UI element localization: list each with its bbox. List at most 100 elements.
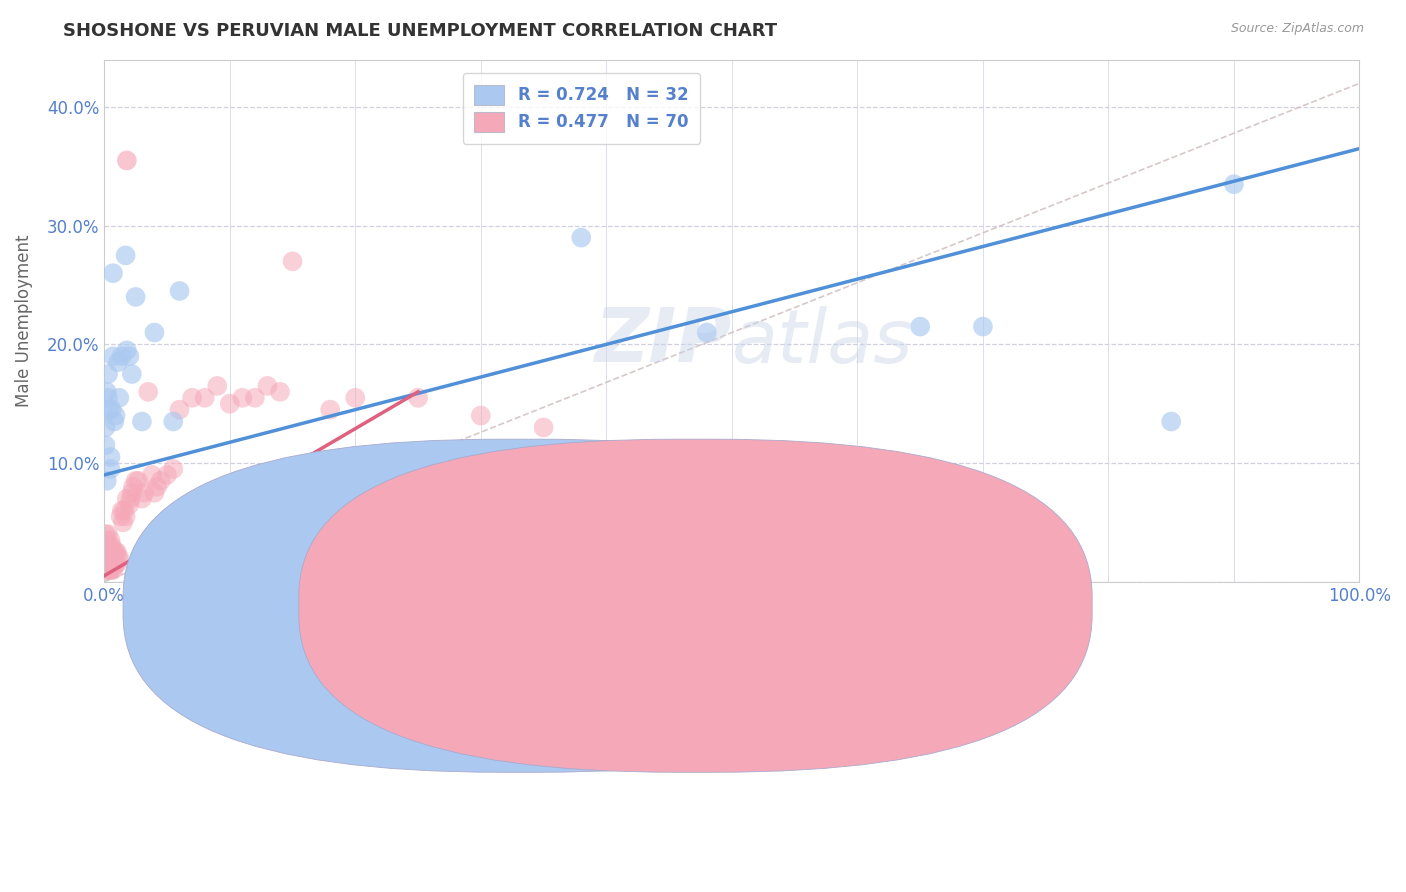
Point bbox=[181, 391, 204, 405]
Point bbox=[112, 503, 135, 517]
Point bbox=[120, 491, 142, 506]
Point bbox=[143, 485, 166, 500]
Point bbox=[121, 485, 143, 500]
Point bbox=[103, 545, 125, 559]
Y-axis label: Male Unemployment: Male Unemployment bbox=[15, 235, 32, 407]
Point bbox=[100, 563, 122, 577]
Point bbox=[97, 551, 120, 566]
Point bbox=[104, 409, 127, 423]
Point bbox=[111, 349, 134, 363]
Point bbox=[100, 557, 122, 571]
Text: Peruvians: Peruvians bbox=[720, 618, 794, 633]
Point bbox=[97, 563, 120, 577]
Point bbox=[97, 367, 120, 381]
Point bbox=[103, 415, 125, 429]
Point bbox=[100, 450, 122, 464]
Text: Source: ZipAtlas.com: Source: ZipAtlas.com bbox=[1230, 22, 1364, 36]
Point bbox=[118, 498, 141, 512]
Point bbox=[107, 355, 129, 369]
Point bbox=[115, 153, 138, 168]
Point bbox=[110, 509, 132, 524]
Point bbox=[101, 539, 124, 553]
Point bbox=[105, 545, 128, 559]
Point bbox=[101, 402, 124, 417]
Point bbox=[124, 474, 146, 488]
FancyBboxPatch shape bbox=[124, 439, 917, 772]
Point bbox=[169, 284, 191, 298]
Point bbox=[94, 438, 117, 452]
Point bbox=[98, 563, 121, 577]
Point bbox=[101, 266, 124, 280]
Point bbox=[108, 551, 131, 566]
Point bbox=[112, 516, 135, 530]
Point bbox=[94, 563, 117, 577]
FancyBboxPatch shape bbox=[299, 439, 1092, 772]
Point bbox=[243, 391, 266, 405]
Point bbox=[104, 557, 127, 571]
Point bbox=[1223, 177, 1246, 191]
Point bbox=[194, 391, 217, 405]
Point bbox=[319, 402, 342, 417]
Point bbox=[101, 563, 124, 577]
Point bbox=[146, 480, 169, 494]
Point bbox=[269, 384, 291, 399]
Point bbox=[96, 557, 118, 571]
Point bbox=[100, 533, 122, 548]
Point bbox=[256, 379, 278, 393]
Point bbox=[98, 539, 121, 553]
Point bbox=[162, 415, 184, 429]
Point bbox=[101, 551, 124, 566]
Point bbox=[131, 415, 153, 429]
Point bbox=[231, 391, 253, 405]
Point bbox=[114, 248, 136, 262]
Point bbox=[124, 290, 146, 304]
Point bbox=[122, 480, 145, 494]
Point bbox=[114, 509, 136, 524]
Point bbox=[143, 326, 166, 340]
Text: Shoshone: Shoshone bbox=[550, 618, 624, 633]
Point bbox=[569, 230, 592, 244]
Point bbox=[104, 545, 127, 559]
Text: atlas: atlas bbox=[733, 306, 914, 377]
Point bbox=[972, 319, 994, 334]
Point bbox=[118, 349, 141, 363]
Point bbox=[101, 349, 124, 363]
Point bbox=[156, 467, 179, 482]
Point bbox=[94, 539, 117, 553]
Point bbox=[149, 474, 172, 488]
Point bbox=[111, 503, 134, 517]
Point bbox=[115, 491, 138, 506]
Point bbox=[169, 402, 191, 417]
Point bbox=[134, 485, 156, 500]
Point bbox=[696, 326, 718, 340]
Point bbox=[533, 420, 555, 434]
Point bbox=[97, 539, 120, 553]
Point bbox=[100, 545, 122, 559]
Text: ZIP: ZIP bbox=[595, 305, 733, 378]
Point bbox=[136, 384, 159, 399]
Point bbox=[96, 474, 118, 488]
Point bbox=[344, 391, 367, 405]
Point bbox=[121, 367, 143, 381]
Point bbox=[96, 533, 118, 548]
Point bbox=[94, 420, 117, 434]
Text: SHOSHONE VS PERUVIAN MALE UNEMPLOYMENT CORRELATION CHART: SHOSHONE VS PERUVIAN MALE UNEMPLOYMENT C… bbox=[63, 22, 778, 40]
Point bbox=[96, 563, 118, 577]
Point bbox=[908, 319, 931, 334]
Point bbox=[1160, 415, 1182, 429]
Point bbox=[98, 551, 121, 566]
Point bbox=[98, 402, 121, 417]
Point bbox=[127, 474, 149, 488]
Point bbox=[205, 379, 228, 393]
Point bbox=[94, 551, 117, 566]
Point bbox=[470, 409, 492, 423]
Point bbox=[103, 557, 125, 571]
Point bbox=[406, 391, 429, 405]
Point bbox=[105, 557, 128, 571]
Point bbox=[97, 527, 120, 541]
Point bbox=[94, 527, 117, 541]
Point bbox=[97, 391, 120, 405]
Point bbox=[131, 491, 153, 506]
Point bbox=[141, 467, 163, 482]
Point bbox=[108, 391, 131, 405]
